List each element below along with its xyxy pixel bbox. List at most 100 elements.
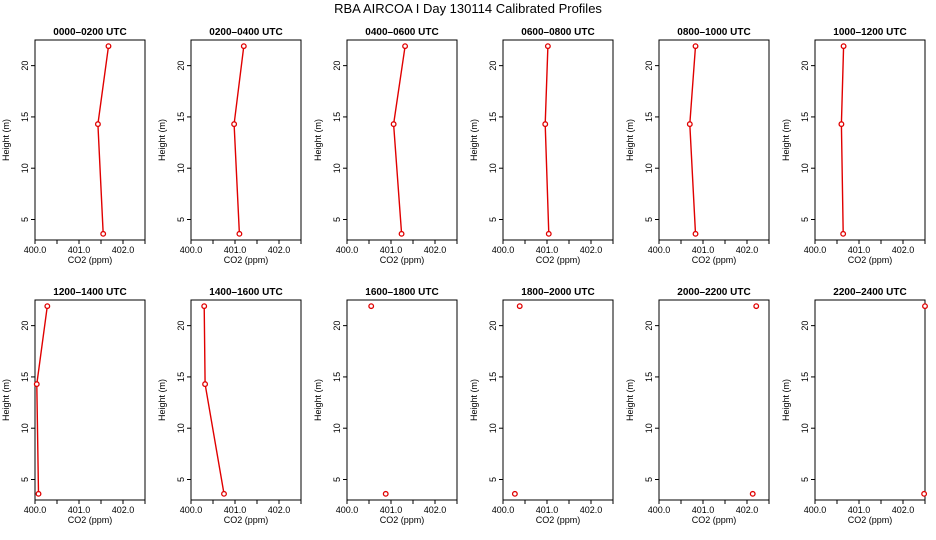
data-point (402, 43, 409, 50)
plot-frame (34, 299, 146, 501)
y-tick-label: 20 (644, 321, 654, 331)
data-point (94, 121, 101, 128)
x-axis-label: CO2 (ppm) (848, 515, 893, 525)
data-point (236, 230, 243, 237)
x-tick-label: 402.0 (736, 505, 759, 515)
data-point (382, 490, 389, 497)
y-tick-label: 5 (332, 217, 342, 222)
x-tick-label: 400.0 (24, 505, 47, 515)
panel-title: 1000–1200 UTC (833, 27, 906, 38)
data-point (542, 121, 549, 128)
x-axis-label: CO2 (ppm) (224, 515, 269, 525)
y-tick-label: 10 (488, 423, 498, 433)
y-tick-label: 5 (332, 477, 342, 482)
y-tick-label: 20 (800, 61, 810, 71)
data-point (692, 43, 699, 50)
x-tick-label: 401.0 (536, 505, 559, 515)
panel-title: 0200–0400 UTC (209, 27, 282, 38)
x-tick-label: 402.0 (892, 505, 915, 515)
y-axis-label: Height (m) (469, 119, 479, 161)
x-tick-label: 402.0 (112, 505, 135, 515)
y-tick-label: 10 (644, 163, 654, 173)
y-tick-label: 15 (488, 112, 498, 122)
x-axis-label: CO2 (ppm) (536, 515, 581, 525)
figure-title: RBA AIRCOA I Day 130114 Calibrated Profi… (334, 1, 602, 16)
x-tick-label: 402.0 (580, 505, 603, 515)
panel-title: 0800–1000 UTC (677, 27, 750, 38)
y-axis-label: Height (m) (313, 379, 323, 421)
x-tick-label: 400.0 (648, 245, 671, 255)
y-tick-label: 10 (176, 163, 186, 173)
y-tick-label: 15 (800, 372, 810, 382)
x-tick-label: 400.0 (180, 245, 203, 255)
x-tick-label: 400.0 (180, 505, 203, 515)
y-axis-label: Height (m) (1, 379, 11, 421)
x-tick-label: 400.0 (804, 505, 827, 515)
y-axis-label: Height (m) (157, 379, 167, 421)
x-axis-label: CO2 (ppm) (848, 255, 893, 265)
y-tick-label: 10 (20, 423, 30, 433)
panel-title: 0600–0800 UTC (521, 27, 594, 38)
panel-title: 0400–0600 UTC (365, 27, 438, 38)
data-point (753, 303, 760, 310)
y-tick-label: 5 (20, 217, 30, 222)
data-point (33, 381, 40, 388)
y-tick-label: 20 (20, 61, 30, 71)
plot-frame (346, 39, 458, 241)
x-tick-label: 401.0 (380, 505, 403, 515)
x-tick-label: 401.0 (224, 245, 247, 255)
x-tick-label: 402.0 (112, 245, 135, 255)
y-tick-label: 20 (488, 321, 498, 331)
plot-frame (346, 299, 458, 501)
x-tick-label: 401.0 (692, 505, 715, 515)
y-tick-label: 10 (332, 163, 342, 173)
y-tick-label: 15 (644, 372, 654, 382)
y-tick-label: 5 (176, 477, 186, 482)
data-point (35, 490, 42, 497)
y-tick-label: 15 (800, 112, 810, 122)
y-tick-label: 5 (644, 477, 654, 482)
data-point (838, 121, 845, 128)
y-tick-label: 5 (176, 217, 186, 222)
panel-title: 1800–2000 UTC (521, 287, 594, 298)
x-tick-label: 401.0 (224, 505, 247, 515)
data-point (840, 43, 847, 50)
y-tick-label: 10 (644, 423, 654, 433)
x-tick-label: 401.0 (380, 245, 403, 255)
data-point (201, 303, 208, 310)
plot-frame (502, 39, 614, 241)
data-point (840, 230, 847, 237)
x-tick-label: 402.0 (424, 505, 447, 515)
plot-frame (190, 39, 302, 241)
plot-frame (658, 39, 770, 241)
data-point (516, 303, 523, 310)
x-tick-label: 401.0 (68, 245, 91, 255)
x-tick-label: 401.0 (848, 245, 871, 255)
y-tick-label: 15 (332, 372, 342, 382)
data-point (100, 230, 107, 237)
y-tick-label: 10 (176, 423, 186, 433)
data-point (692, 230, 699, 237)
data-point (545, 230, 552, 237)
x-axis-label: CO2 (ppm) (380, 515, 425, 525)
x-tick-label: 400.0 (492, 505, 515, 515)
y-tick-label: 20 (20, 321, 30, 331)
y-tick-label: 15 (332, 112, 342, 122)
x-tick-label: 402.0 (268, 245, 291, 255)
data-point (105, 43, 112, 50)
x-tick-label: 401.0 (848, 505, 871, 515)
x-tick-label: 400.0 (336, 505, 359, 515)
y-tick-label: 20 (332, 321, 342, 331)
x-axis-label: CO2 (ppm) (692, 515, 737, 525)
x-tick-label: 402.0 (424, 245, 447, 255)
